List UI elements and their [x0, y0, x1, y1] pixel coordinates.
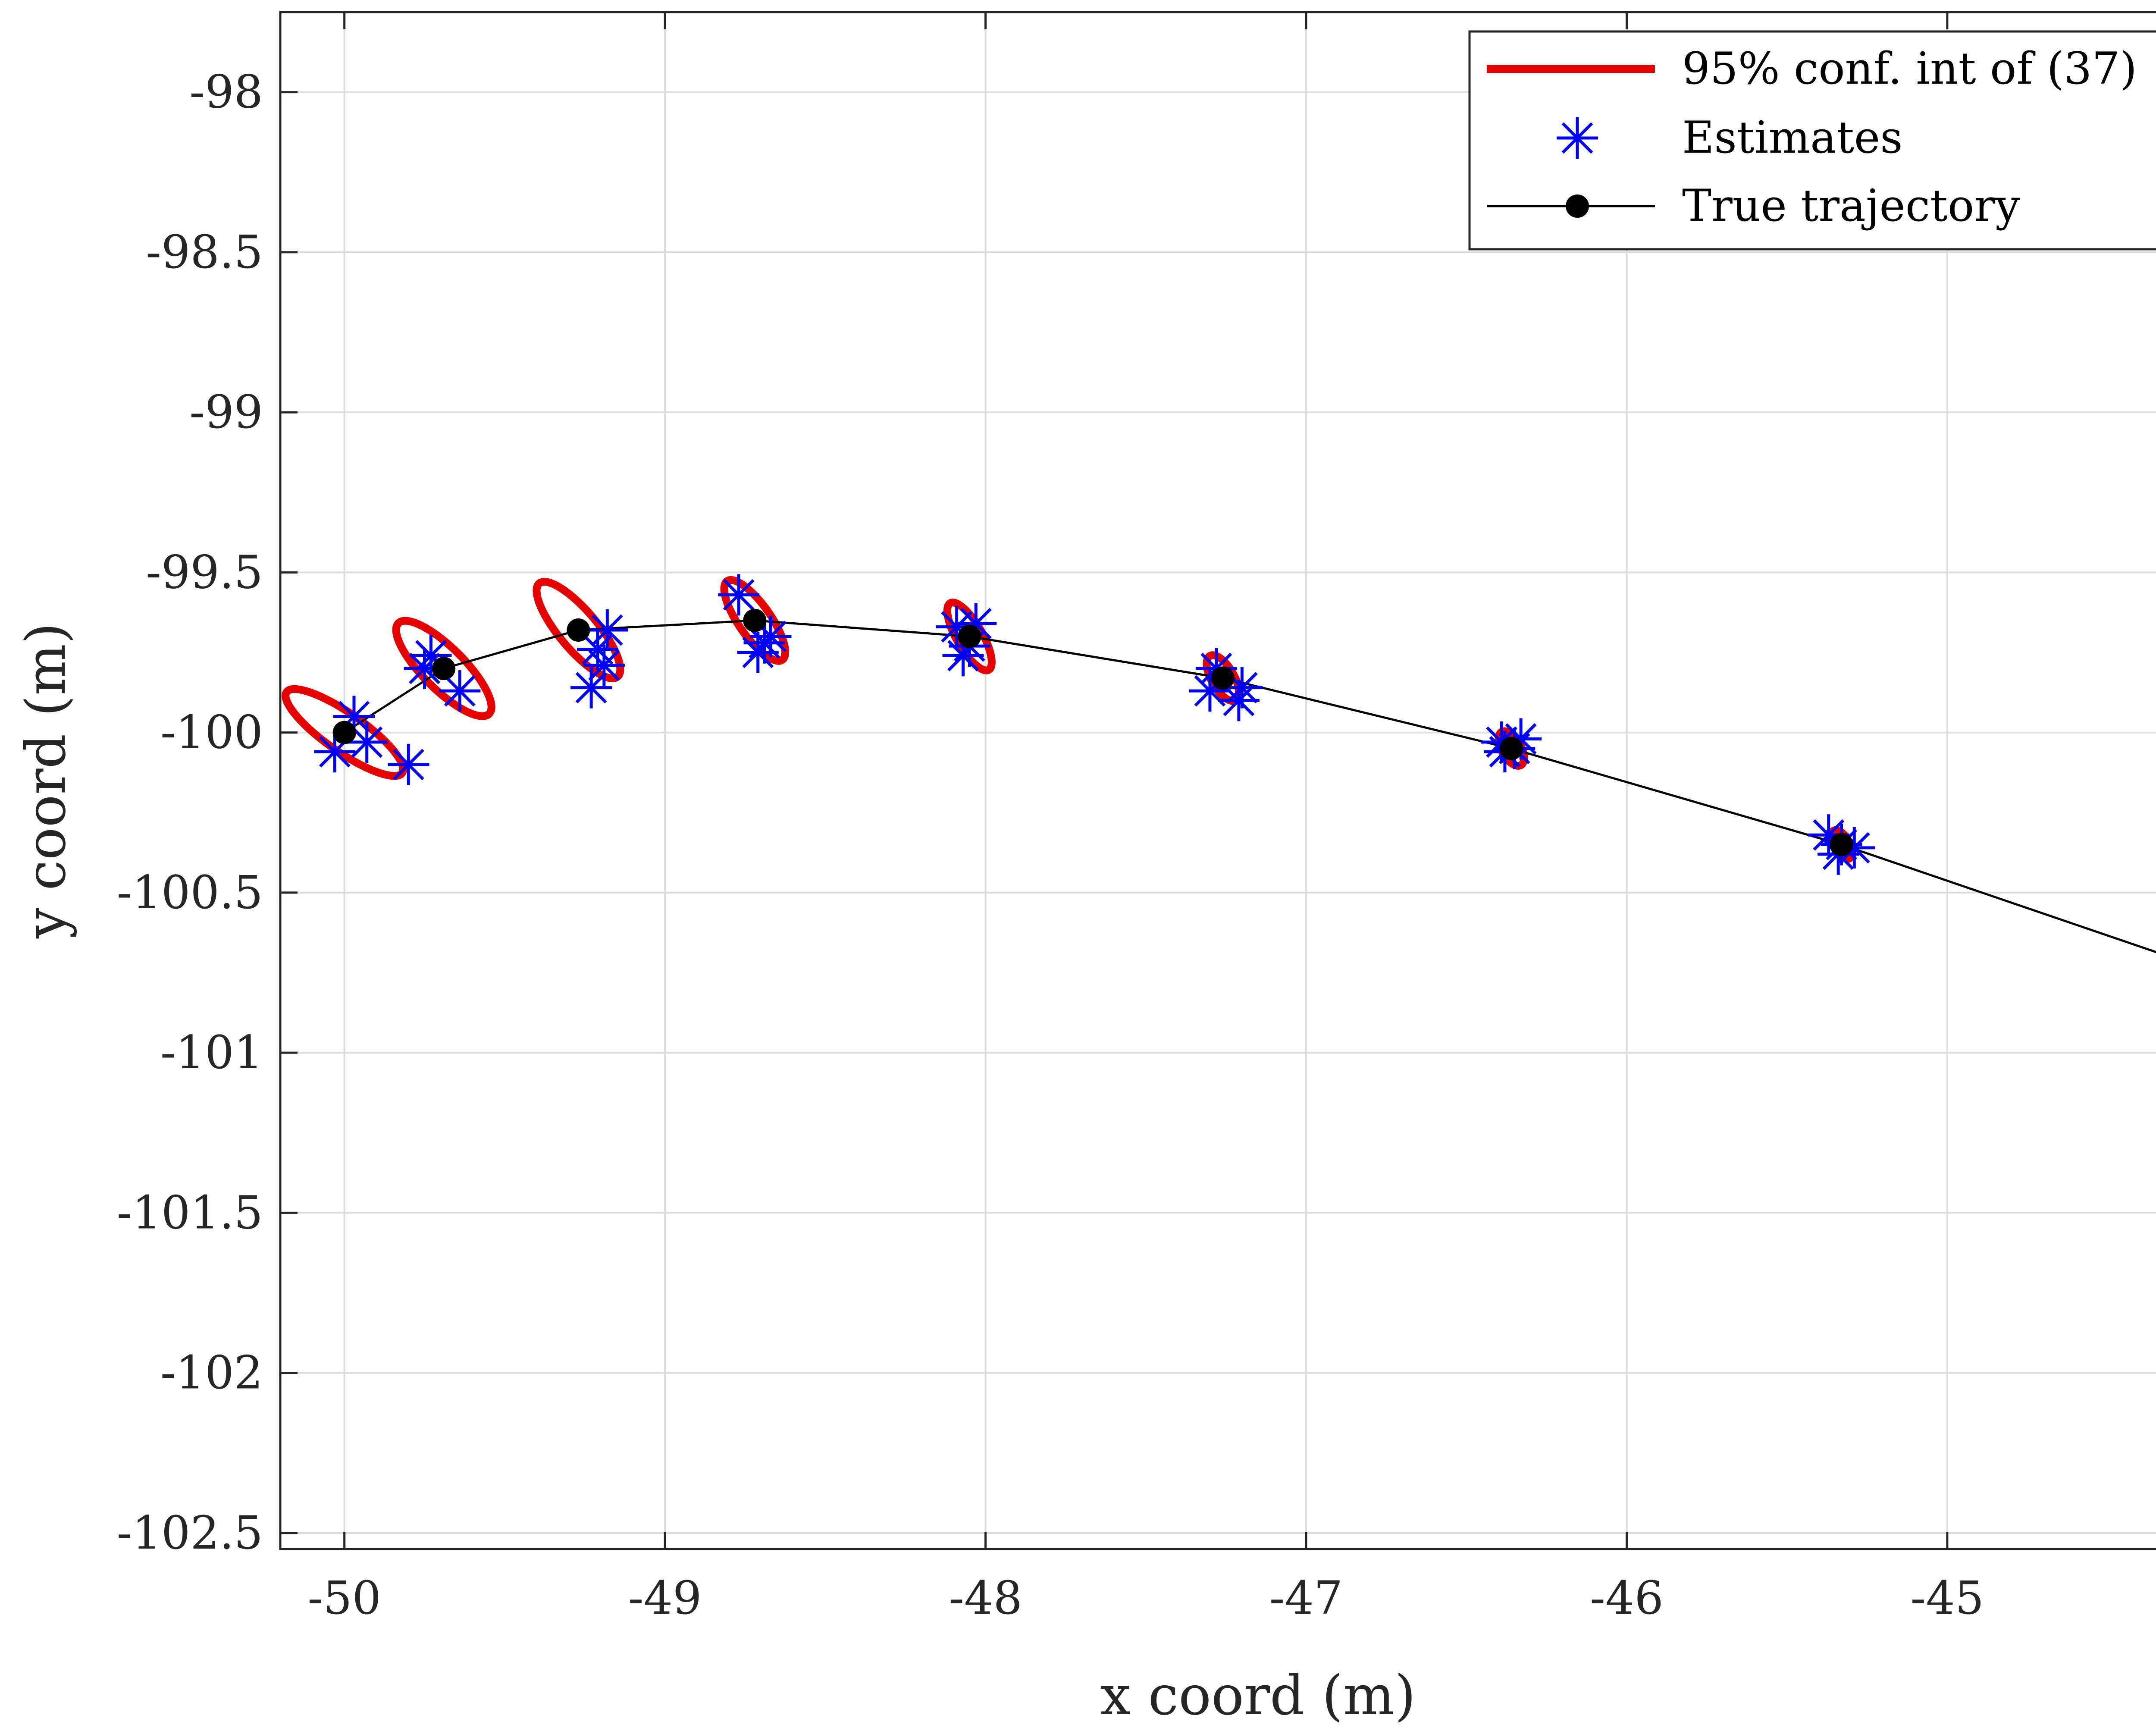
legend-trajectory-icon	[1487, 194, 1655, 218]
trajectory-point	[958, 624, 981, 648]
estimate-point	[737, 632, 779, 673]
x-tick-label: -47	[1269, 1571, 1343, 1624]
y-tick-label: -100	[160, 706, 263, 759]
y-axis-ticks: -98 -98.5 -99 -99.5 -100 -100.5 -101 -101.5 -102…	[117, 66, 298, 1559]
estimate-markers	[314, 574, 1875, 875]
trajectory-point	[1499, 737, 1523, 760]
y-tick-label: -102.5	[117, 1506, 263, 1559]
x-axis-ticks: -50 -49 -48 -47 -46 -45	[307, 12, 1984, 1624]
trajectory-point	[332, 721, 356, 744]
x-tick-label: -45	[1911, 1571, 1984, 1624]
confidence-ellipses	[282, 576, 1856, 863]
legend-label-trajectory: True trajectory	[1682, 180, 2020, 232]
estimate-point	[936, 606, 978, 648]
x-axis-label: x coord (m)	[1100, 1664, 1416, 1727]
legend-trajectory-dot	[1566, 194, 1589, 218]
trajectory-point	[1211, 666, 1235, 690]
x-tick-label: -49	[628, 1571, 702, 1624]
estimate-point	[439, 670, 481, 712]
trajectory-point	[1830, 833, 1853, 856]
y-tick-label: -101.5	[117, 1186, 263, 1239]
legend-asterisk-icon	[1557, 117, 1598, 159]
estimate-point	[346, 721, 388, 763]
y-tick-label: -101	[160, 1026, 263, 1079]
plot-frame	[279, 11, 2156, 1550]
y-tick-label: -102	[160, 1346, 263, 1399]
estimate-point	[718, 574, 760, 616]
estimate-point	[577, 628, 619, 670]
confidence-ellipse	[392, 617, 495, 720]
confidence-ellipse	[720, 576, 790, 665]
estimate-point	[583, 644, 625, 686]
x-tick-label: -46	[1590, 1571, 1664, 1624]
y-tick-label: -98	[189, 66, 263, 119]
legend-label-ellipse: 95% conf. int of (37)	[1682, 43, 2137, 94]
y-axis-label: y coord (m)	[14, 623, 78, 939]
legend: 95% conf. int of (37) Estimates True tra…	[1468, 30, 2156, 251]
grid-lines	[280, 12, 2156, 1549]
legend-label-estimates: Estimates	[1682, 112, 1903, 163]
y-tick-label: -99.5	[146, 546, 263, 599]
estimate-point	[1218, 680, 1260, 721]
estimate-point	[570, 667, 612, 709]
y-tick-label: -100.5	[117, 866, 263, 919]
trajectory-point	[567, 618, 590, 642]
estimate-point	[388, 743, 429, 785]
y-tick-label: -99	[189, 386, 263, 439]
y-tick-label: -98.5	[146, 226, 263, 279]
trajectory-point	[743, 608, 767, 632]
x-tick-label: -48	[949, 1571, 1022, 1624]
legend-asterisk-glyph	[1557, 117, 1598, 159]
trajectory-point	[432, 657, 456, 680]
x-tick-label: -50	[307, 1571, 381, 1624]
